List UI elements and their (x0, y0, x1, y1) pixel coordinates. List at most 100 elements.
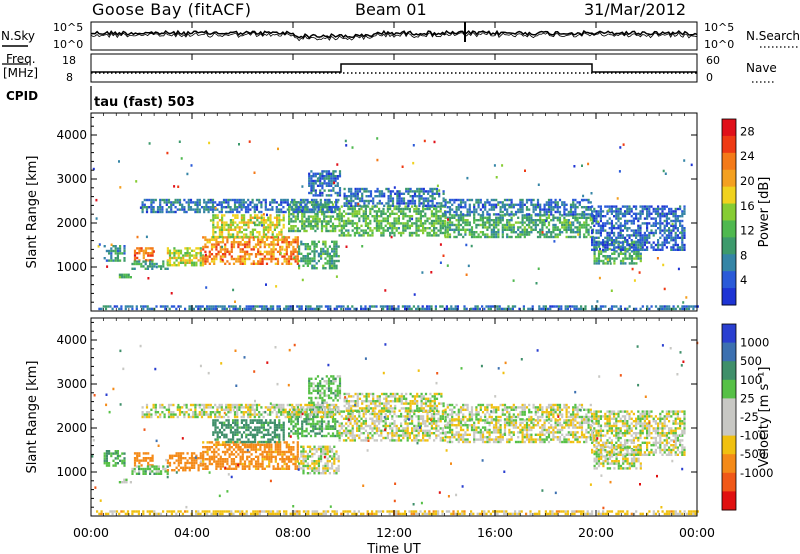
echo-cell (214, 226, 217, 229)
echo-cell (561, 223, 564, 227)
echo-cell (301, 213, 304, 216)
echo-cell (508, 235, 511, 239)
echo-cell (103, 459, 106, 462)
echo-cell (218, 203, 221, 206)
echo-cell (276, 216, 279, 219)
echo-cell (630, 259, 634, 263)
echo-cell (274, 448, 277, 451)
echo-cell (525, 201, 529, 204)
echo-cell (245, 235, 248, 239)
echo-cell (338, 215, 341, 218)
echo-cell (380, 227, 383, 230)
echo-cell (294, 460, 297, 463)
echo-cell (221, 223, 224, 227)
echo-cell (197, 259, 200, 262)
echo-cell (316, 307, 319, 311)
echo-cell (302, 259, 305, 263)
echo-cell (317, 203, 320, 206)
echo-cell (230, 255, 233, 258)
echo-cell (639, 234, 642, 237)
echo-cell (212, 231, 215, 234)
echo-cell (243, 255, 247, 258)
echo-cell (326, 201, 329, 204)
echo-cell (654, 222, 657, 225)
echo-cell (174, 201, 177, 204)
echo-cell (146, 307, 149, 311)
echo-cell (561, 226, 564, 229)
echo-cell (103, 457, 106, 460)
echo-cell (380, 234, 383, 237)
echo-cell (271, 208, 274, 211)
echo-cell (584, 305, 587, 308)
echo-cell (225, 206, 228, 209)
echo-cell (427, 204, 430, 207)
echo-cell (650, 224, 653, 227)
echo-cell (314, 229, 317, 233)
echo-cell (685, 296, 688, 299)
echo-cell (643, 207, 646, 211)
echo-cell (119, 186, 122, 189)
echo-cell (256, 305, 259, 308)
echo-cell (251, 433, 254, 436)
echo-cell (338, 210, 341, 213)
echo-cell (360, 234, 363, 237)
echo-cell (468, 231, 471, 234)
echo-cell (444, 224, 447, 227)
echo-cell (503, 203, 507, 206)
echo-cell (427, 192, 430, 195)
echo-cell (503, 223, 507, 227)
echo-cell (314, 213, 317, 216)
echo-cell (368, 305, 371, 308)
echo-cell (285, 443, 288, 446)
echo-cell (637, 246, 640, 249)
echo-cell (110, 259, 113, 262)
echo-cell (433, 212, 436, 215)
echo-cell (258, 223, 261, 227)
echo-cell (187, 201, 190, 204)
echo-cell (123, 478, 126, 481)
echo-cell (221, 221, 224, 224)
echo-cell (302, 206, 305, 209)
echo-cell (466, 198, 469, 202)
echo-cell (199, 464, 202, 467)
echo-cell (322, 445, 325, 448)
echo-cell (259, 462, 262, 466)
echo-cell (439, 231, 442, 235)
echo-cell (282, 433, 285, 436)
echo-cell (210, 243, 214, 246)
echo-cell (276, 467, 280, 470)
echo-cell (238, 231, 241, 234)
echo-cell (259, 446, 262, 449)
echo-cell (591, 236, 594, 239)
echo-cell (167, 201, 171, 204)
echo-cell (396, 197, 399, 200)
echo-cell (683, 205, 686, 208)
echo-cell (108, 452, 111, 455)
echo-cell (577, 307, 580, 311)
echo-cell (441, 212, 444, 215)
echo-cell (330, 182, 333, 185)
echo-cell (337, 455, 340, 458)
echo-cell (135, 262, 138, 266)
echo-cell (442, 192, 445, 195)
echo-cell (334, 170, 337, 173)
echo-cell (621, 212, 624, 215)
echo-cell (433, 140, 436, 144)
echo-cell (495, 226, 498, 229)
echo-cell (300, 307, 303, 311)
echo-cell (144, 457, 148, 460)
echo-cell (364, 307, 367, 311)
echo-cell (292, 215, 295, 218)
echo-cell (356, 195, 359, 198)
echo-cell (329, 305, 332, 308)
echo-cell (506, 208, 509, 211)
echo-cell (371, 229, 374, 232)
echo-cell (514, 203, 518, 206)
echo-cell (386, 215, 389, 218)
echo-cell (311, 257, 314, 260)
echo-cell (646, 217, 649, 220)
echo-cell (517, 226, 520, 229)
echo-cell (361, 199, 364, 203)
echo-cell (241, 262, 244, 265)
echo-cell (451, 223, 454, 227)
